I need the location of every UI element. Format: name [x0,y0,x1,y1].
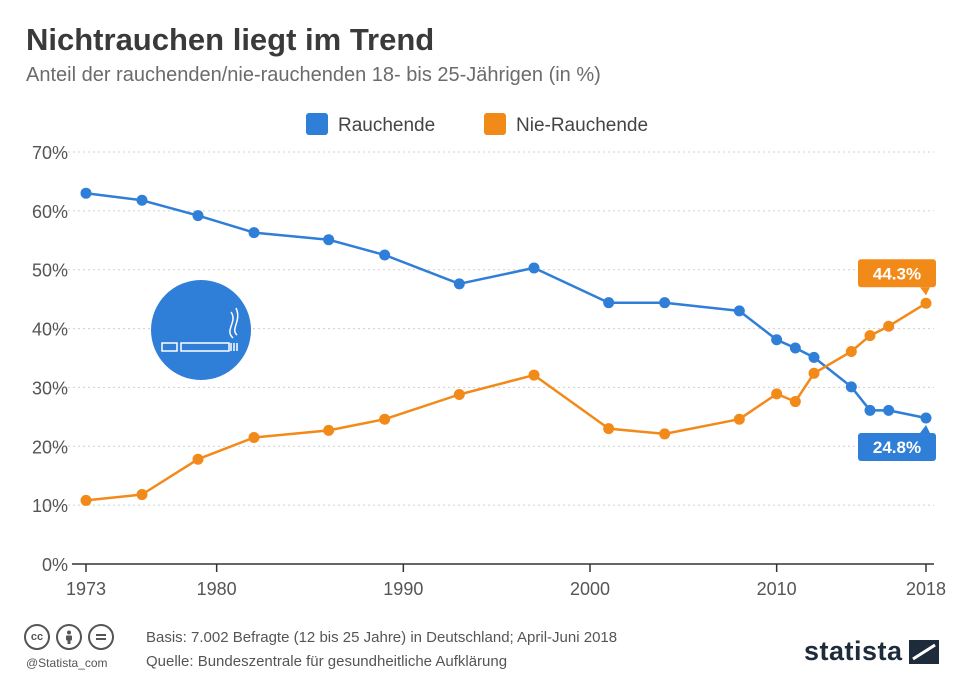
x-axis: 1973 1980 1990 2000 2010 2018 [66,563,946,599]
end-label-box [858,259,936,288]
x-tick-label: 2000 [570,579,610,599]
data-point [845,346,857,358]
data-point [192,210,204,222]
data-point [845,381,857,393]
data-point [883,404,895,416]
statista-logo-icon [908,639,939,664]
data-point [248,431,260,443]
x-tick-label: 1973 [66,579,106,599]
x-tick-label: 2010 [757,579,797,599]
end-label-box [858,433,936,462]
legend-swatch [484,113,506,135]
y-axis-ticks: 0% 10% 20% 30% 40% 50% 60% 70% [32,143,68,575]
data-point [920,412,932,424]
series-lines [80,187,932,506]
data-point [789,342,801,354]
data-point [80,494,92,506]
x-tick-label: 2018 [906,579,946,599]
data-point [883,320,895,332]
y-tick-label: 0% [42,555,68,575]
cc-icon[interactable]: cc [24,624,50,650]
data-point [920,297,932,309]
data-point [323,424,335,436]
legend-label: Nie-Rauchende [516,115,648,136]
basis-note: Basis: 7.002 Befragte (12 bis 25 Jahre) … [146,629,618,646]
y-tick-label: 60% [32,202,68,222]
data-point [808,351,820,363]
data-point [453,388,465,400]
data-point [136,489,148,501]
data-point [808,367,820,379]
data-point [528,262,540,274]
data-point [864,404,876,416]
end-label-text: 44.3% [873,264,921,283]
source-note: Quelle: Bundeszentrale für gesundheitlic… [146,653,508,670]
end-label-pointer [920,425,930,434]
no-smoking-icon [151,280,251,380]
data-point [528,369,540,381]
data-point [659,428,671,440]
license-icons: cc [24,624,114,650]
title: Nichtrauchen liegt im Trend [26,22,435,57]
data-point [733,413,745,425]
data-point [136,194,148,206]
legend-label: Rauchende [338,115,435,136]
y-tick-label: 20% [32,437,68,457]
data-point [248,227,260,239]
legend: Rauchende Nie-Rauchende [306,113,648,136]
nd-icon[interactable] [88,624,114,650]
data-point [789,396,801,408]
line-chart: Rauchende Nie-Rauchende 0% 10% 20% 30% 40% 50%… [32,113,946,599]
y-tick-label: 70% [32,143,68,163]
y-tick-label: 40% [32,320,68,340]
subtitle: Anteil der rauchenden/nie-rauchenden 18-… [26,64,601,86]
data-point [733,305,745,317]
data-point [603,297,615,309]
footer-notes: Basis: 7.002 Befragte (12 bis 25 Jahre) … [146,626,617,674]
brand-name: statista [804,636,903,666]
data-point [771,388,783,400]
statista-handle[interactable]: @Statista_com [26,656,108,670]
data-point [192,453,204,465]
y-tick-label: 10% [32,496,68,516]
x-tick-label: 1990 [383,579,423,599]
data-point [603,423,615,435]
end-labels: 24.8% 44.3% [858,259,936,462]
y-tick-label: 30% [32,378,68,398]
data-point [864,330,876,342]
data-point [659,297,671,309]
data-point [379,249,391,261]
data-point [80,187,92,199]
gridlines [38,151,934,506]
legend-swatch [306,113,328,135]
x-tick-label: 1980 [197,579,237,599]
data-point [323,234,335,246]
end-label-text: 24.8% [873,438,921,457]
data-point [379,413,391,425]
data-point [771,334,783,346]
data-point [453,278,465,290]
y-tick-label: 50% [32,261,68,281]
end-label-pointer [920,287,930,296]
by-icon[interactable] [56,624,82,650]
statista-logo[interactable]: statista [804,636,939,667]
